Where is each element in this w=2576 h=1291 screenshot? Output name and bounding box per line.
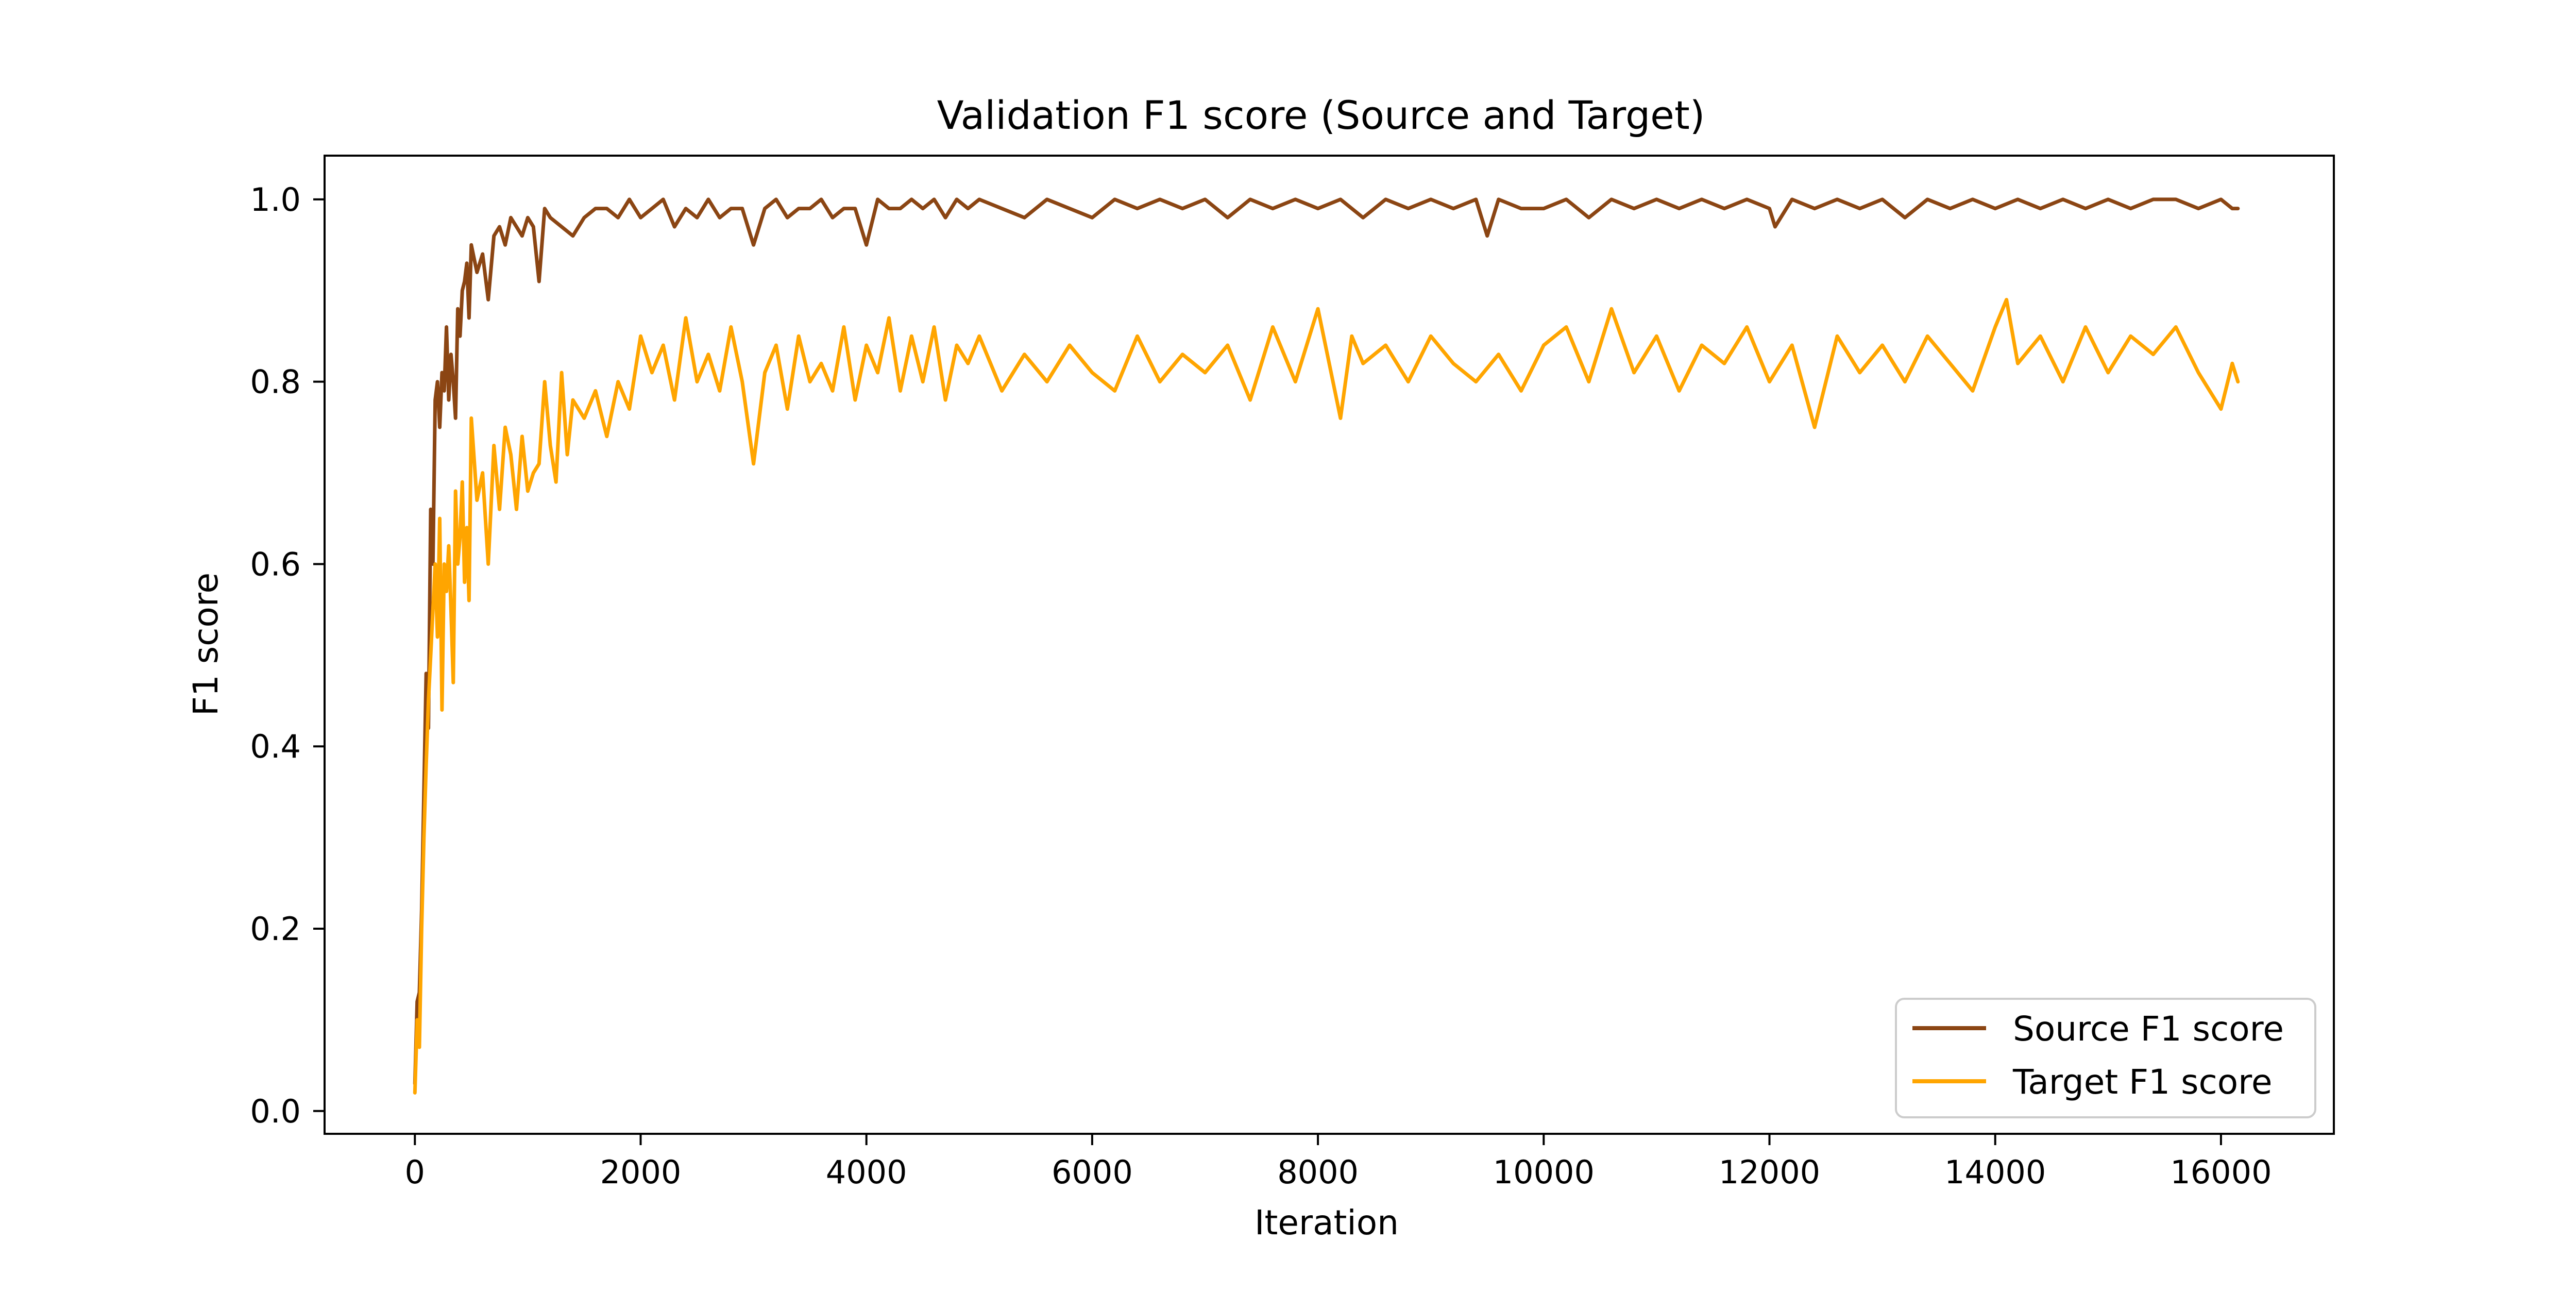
x-tick-label: 12000 — [1719, 1153, 1820, 1191]
x-tick-label: 6000 — [1052, 1153, 1133, 1191]
y-tick-label: 0.2 — [250, 910, 301, 948]
chart-title: Validation F1 score (Source and Target) — [937, 92, 1705, 138]
x-tick-label: 16000 — [2170, 1153, 2272, 1191]
legend-label-target: Target F1 score — [2012, 1062, 2272, 1102]
y-axis: 0.0 0.2 0.4 0.6 0.8 1.0 — [250, 181, 325, 1130]
series-line-target — [413, 298, 2240, 1095]
y-tick-label: 0.6 — [250, 545, 301, 583]
y-tick-label: 0.4 — [250, 728, 301, 765]
plot-frame — [324, 155, 2335, 1135]
x-axis: 0 2000 4000 6000 8000 10000 12000 14000 16000 — [405, 1134, 2272, 1191]
y-tick-label: 1.0 — [250, 181, 301, 219]
y-tick-label: 0.0 — [250, 1093, 301, 1130]
y-tick-label: 0.8 — [250, 363, 301, 401]
x-tick-label: 8000 — [1277, 1153, 1359, 1191]
legend-box — [1895, 998, 2316, 1118]
x-tick-label: 2000 — [600, 1153, 682, 1191]
legend-label-source: Source F1 score — [2013, 1009, 2284, 1049]
x-axis-label: Iteration — [1255, 1203, 1399, 1243]
series-line-source — [413, 197, 2240, 1086]
legend: Source F1 score Target F1 score — [1895, 998, 2316, 1118]
x-tick-label: 4000 — [826, 1153, 907, 1191]
x-tick-label: 14000 — [1944, 1153, 2046, 1191]
y-axis-label: F1 score — [186, 573, 226, 716]
series-layer — [413, 197, 2240, 1095]
x-tick-label: 0 — [405, 1153, 425, 1191]
x-tick-label: 10000 — [1493, 1153, 1595, 1191]
